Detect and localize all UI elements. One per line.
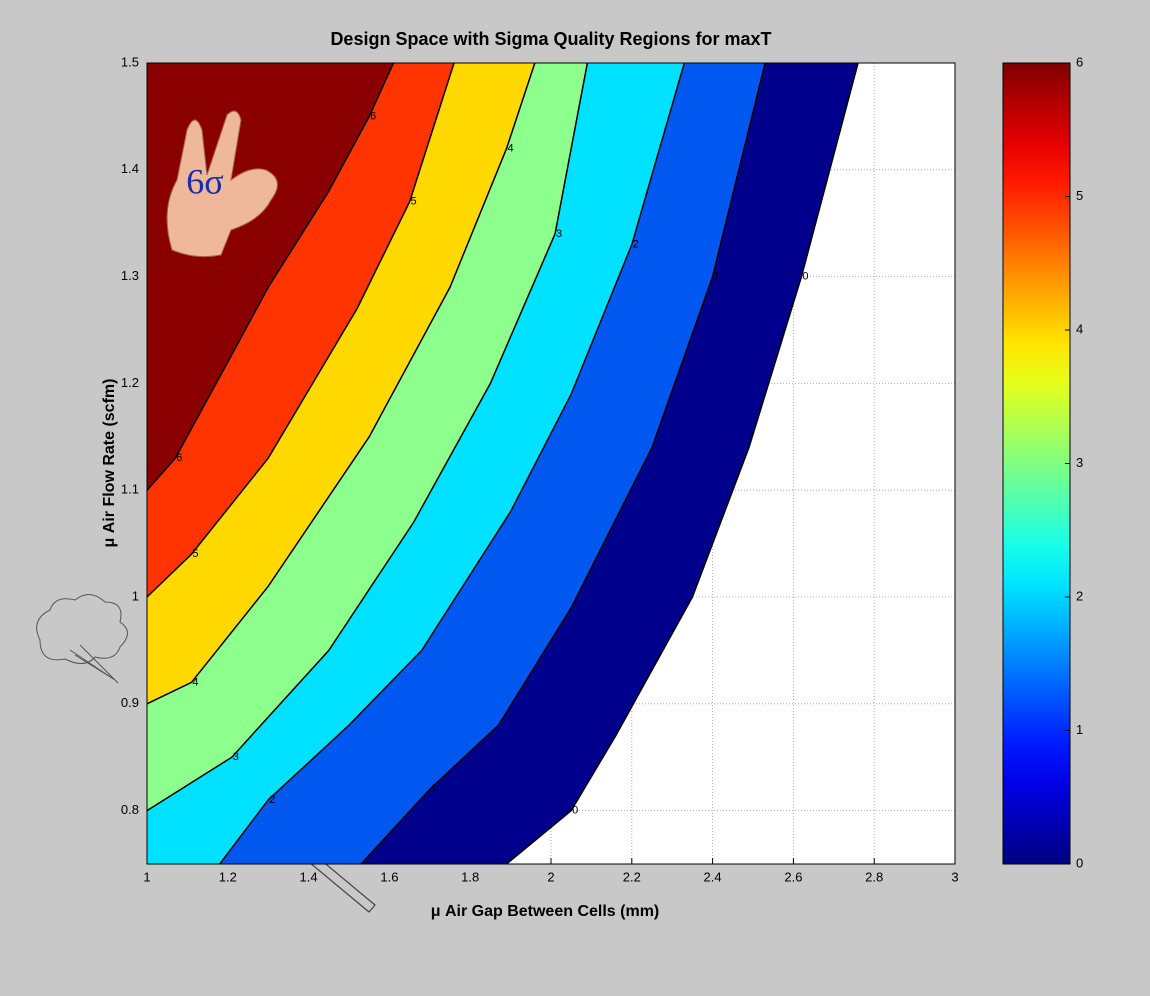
y-tick-label: 1.2 <box>121 375 139 390</box>
x-tick-label: 1.6 <box>380 869 398 884</box>
x-tick-label: 2 <box>547 869 554 884</box>
colorbar-tick-label: 6 <box>1076 54 1083 69</box>
colorbar-tick-label: 1 <box>1076 722 1083 737</box>
x-tick-label: 2.4 <box>704 869 722 884</box>
contour-label: 4 <box>192 676 198 688</box>
contour-label: 1 <box>714 271 720 283</box>
contour-label: 5 <box>411 196 417 208</box>
y-tick-label: 0.9 <box>121 695 139 710</box>
colorbar-tick-label: 0 <box>1076 855 1083 870</box>
chart-title: Design Space with Sigma Quality Regions … <box>330 29 771 49</box>
contour-label: 2 <box>269 794 275 806</box>
colorbar-tick-label: 5 <box>1076 188 1083 203</box>
contour-label: 1 <box>431 783 437 795</box>
colorbar <box>1003 63 1070 864</box>
cloud-icon <box>37 594 128 683</box>
x-tick-label: 1.2 <box>219 869 237 884</box>
y-tick-label: 1.4 <box>121 161 139 176</box>
x-tick-label: 3 <box>951 869 958 884</box>
y-tick-label: 1.3 <box>121 268 139 283</box>
x-tick-label: 1 <box>143 869 150 884</box>
contour-label: 4 <box>507 142 513 154</box>
colorbar-tick-label: 3 <box>1076 455 1083 470</box>
x-tick-label: 1.4 <box>300 869 318 884</box>
y-tick-label: 1 <box>132 588 139 603</box>
x-tick-label: 2.2 <box>623 869 641 884</box>
contour-label: 5 <box>192 548 198 560</box>
contour-label: 3 <box>556 228 562 240</box>
x-tick-label: 1.8 <box>461 869 479 884</box>
y-tick-label: 1.5 <box>121 54 139 69</box>
contour-label: 0 <box>572 805 578 817</box>
colorbar-tick-label: 2 <box>1076 588 1083 603</box>
page: {"chart_data":{"type":"contourf", "title… <box>0 0 1150 996</box>
x-axis-label: μ Air Gap Between Cells (mm) <box>431 903 660 920</box>
chart: Design Space with Sigma Quality Regions … <box>0 0 1150 991</box>
colorbar-tick-label: 4 <box>1076 321 1083 336</box>
contour-label: 2 <box>633 238 639 250</box>
y-axis-label: μ Air Flow Rate (scfm) <box>101 379 118 548</box>
contour-label: 6 <box>176 452 182 464</box>
x-tick-label: 2.6 <box>784 869 802 884</box>
x-tick-label: 2.8 <box>865 869 883 884</box>
contour-label: 6 <box>370 110 376 122</box>
contour-label: 0 <box>802 271 808 283</box>
y-tick-label: 0.8 <box>121 802 139 817</box>
contour-label: 3 <box>233 751 239 763</box>
y-tick-label: 1.1 <box>121 482 139 497</box>
logo-text: 6σ <box>186 161 223 201</box>
